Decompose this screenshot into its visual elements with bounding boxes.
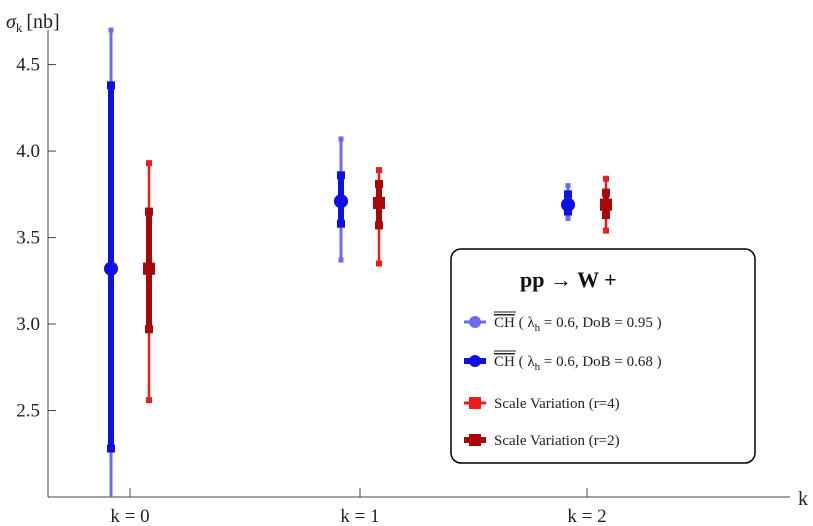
legend: pp → W + CH ( λh = 0.6, DoB = 0.95 ) CH (… [450,248,756,464]
error-bar-cap [338,257,344,263]
error-bar-end [602,211,610,220]
error-bar-end [145,325,153,334]
error-bar-end [146,160,152,167]
error-bar-end [337,171,345,180]
legend-label: CH ( λh = 0.6, DoB = 0.68 ) [494,354,662,373]
y-ticks: 2.5 3.0 3.5 4.0 4.5 [16,55,56,422]
center-point [334,194,348,209]
error-bar-end [603,175,609,182]
legend-box [450,248,756,464]
center-point [143,262,155,275]
legend-swatch-marker [469,434,481,446]
y-tick-label: 4.0 [16,141,40,162]
error-bar-end [337,219,345,228]
error-bar-cap [565,216,571,222]
error-bar-end [145,207,153,216]
error-bar-end [375,221,383,230]
center-point [104,261,118,276]
y-axis-label: σk [nb] [6,11,60,35]
error-bar-cap [565,183,571,189]
error-bar-cap [338,136,344,142]
legend-swatch-marker [469,316,481,328]
error-bar-end [603,227,609,234]
error-bar-end [564,190,572,199]
center-point [600,198,612,211]
x-axis-label: k [798,488,808,510]
error-bar-end [107,444,115,453]
data-marks [104,27,612,497]
y-tick-label: 3.0 [16,314,40,335]
legend-swatch-marker [469,397,481,409]
legend-item: CH ( λh = 0.6, DoB = 0.68 ) [464,350,662,373]
x-ticks: k = 0 k = 1 k = 2 [110,488,607,526]
error-bar-end [107,81,115,90]
legend-item: Scale Variation (r=4) [464,396,620,412]
y-tick-label: 3.5 [16,228,40,249]
x-tick-label: k = 0 [110,506,149,526]
error-bar-end [146,397,152,404]
x-tick-label: k = 1 [340,506,379,526]
error-bar-end [376,260,382,267]
error-bar-end [376,167,382,174]
x-tick-label: k = 2 [567,506,606,526]
center-point [373,196,385,209]
y-tick-label: 2.5 [16,401,40,422]
center-point [561,197,575,212]
legend-item: Scale Variation (r=2) [464,433,620,449]
error-bar-end [602,188,610,197]
legend-item: CH ( λh = 0.6, DoB = 0.95 ) [464,311,662,334]
legend-label: CH ( λh = 0.6, DoB = 0.95 ) [494,315,662,334]
error-bar-end [375,179,383,188]
legend-label: Scale Variation (r=4) [494,396,620,412]
error-bar-cap [108,27,114,33]
legend-title: pp → W + [520,267,617,292]
y-tick-label: 4.5 [16,55,40,76]
legend-label: Scale Variation (r=2) [494,433,620,449]
legend-swatch-marker [469,355,481,367]
